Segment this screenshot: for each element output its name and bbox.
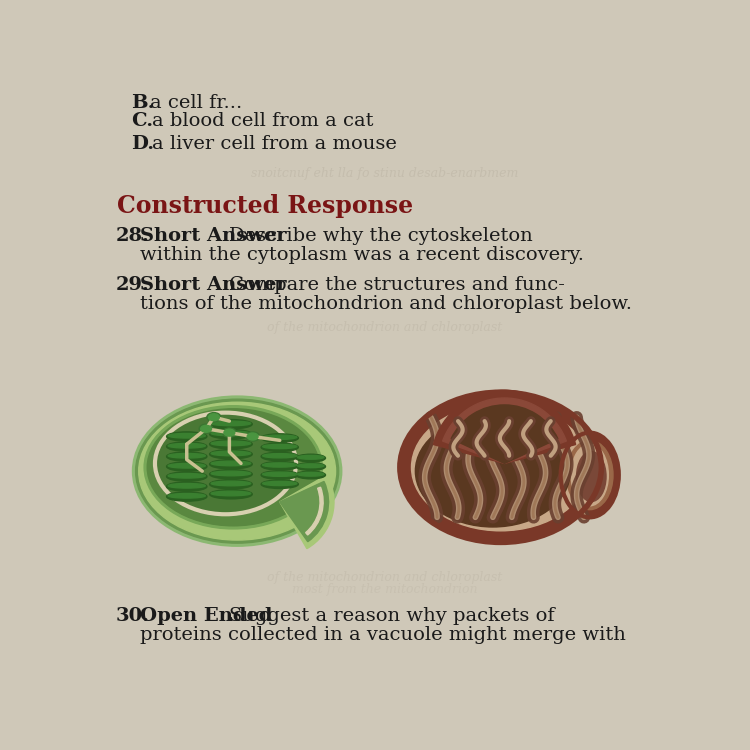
Text: Suggest a reason why packets of: Suggest a reason why packets of [230,608,555,625]
Text: 29.: 29. [116,276,149,294]
Text: tions of the mitochondrion and chloroplast below.: tions of the mitochondrion and chloropla… [140,295,632,313]
Text: Constructed Response: Constructed Response [117,194,413,218]
Ellipse shape [262,482,297,485]
Ellipse shape [412,404,590,531]
Wedge shape [306,488,323,535]
Ellipse shape [261,443,299,452]
Ellipse shape [166,492,207,501]
Ellipse shape [296,454,326,462]
Ellipse shape [166,462,207,471]
Text: a cell fr...: a cell fr... [149,94,242,112]
Ellipse shape [209,470,252,478]
Ellipse shape [166,452,207,461]
Text: Short Answer: Short Answer [140,227,286,245]
Ellipse shape [224,429,235,436]
Ellipse shape [572,444,608,506]
Ellipse shape [166,432,207,441]
Text: Short Answer: Short Answer [140,276,286,294]
Ellipse shape [262,472,297,476]
Ellipse shape [168,473,206,478]
Ellipse shape [298,472,324,476]
Ellipse shape [168,433,206,438]
Ellipse shape [168,454,206,458]
Ellipse shape [261,452,299,460]
Ellipse shape [296,471,326,478]
Ellipse shape [209,460,252,469]
Text: Describe why the cytoskeleton: Describe why the cytoskeleton [230,227,533,245]
Ellipse shape [262,463,297,467]
Ellipse shape [168,494,206,498]
Ellipse shape [168,443,206,448]
Ellipse shape [416,416,570,527]
Ellipse shape [168,464,206,468]
Text: 28.: 28. [116,227,149,245]
Ellipse shape [144,406,322,529]
Text: D.: D. [131,135,154,153]
Ellipse shape [139,402,335,540]
Ellipse shape [211,482,250,486]
Ellipse shape [211,491,250,496]
Text: of the mitochondrion and chloroplast: of the mitochondrion and chloroplast [267,321,502,334]
Ellipse shape [209,449,252,459]
Text: within the cytoplasm was a recent discovery.: within the cytoplasm was a recent discov… [140,245,584,263]
Ellipse shape [211,421,250,426]
Text: most from the mitochondrion: most from the mitochondrion [292,583,477,596]
Ellipse shape [209,430,252,439]
Ellipse shape [168,484,206,488]
Ellipse shape [200,424,213,433]
Ellipse shape [577,452,606,502]
Wedge shape [433,390,575,464]
Ellipse shape [296,463,326,470]
Wedge shape [280,482,328,542]
Ellipse shape [211,431,250,436]
Ellipse shape [154,412,297,515]
Text: C.: C. [131,112,153,130]
Ellipse shape [298,455,324,459]
Ellipse shape [209,440,252,448]
Ellipse shape [246,432,259,441]
Ellipse shape [561,433,619,517]
Ellipse shape [223,428,236,437]
Wedge shape [451,405,558,464]
Text: a liver cell from a mouse: a liver cell from a mouse [152,135,397,153]
Text: Compare the structures and func-: Compare the structures and func- [230,276,566,294]
Text: of the mitochondrion and chloroplast: of the mitochondrion and chloroplast [267,572,502,584]
Ellipse shape [207,413,220,422]
Ellipse shape [133,396,342,546]
Ellipse shape [209,479,252,489]
Ellipse shape [211,471,250,476]
Text: 30.: 30. [116,608,149,625]
Wedge shape [442,398,566,464]
Text: proteins collected in a vacuole might merge with: proteins collected in a vacuole might me… [140,626,626,644]
Ellipse shape [166,482,207,491]
Ellipse shape [262,435,297,439]
Ellipse shape [166,442,207,452]
Ellipse shape [261,471,299,479]
Ellipse shape [261,433,299,442]
Ellipse shape [209,419,252,429]
Ellipse shape [400,392,602,542]
Ellipse shape [211,461,250,466]
Ellipse shape [262,445,297,448]
Ellipse shape [201,425,211,432]
Ellipse shape [261,480,299,488]
Ellipse shape [211,441,250,446]
Wedge shape [280,475,334,549]
Ellipse shape [166,472,207,482]
Text: a blood cell from a cat: a blood cell from a cat [152,112,374,130]
Ellipse shape [209,490,252,499]
Ellipse shape [298,464,324,468]
Ellipse shape [262,454,297,458]
Text: B.: B. [131,94,154,112]
Ellipse shape [248,433,258,440]
Ellipse shape [136,399,339,543]
Text: Open Ended: Open Ended [140,608,273,625]
Ellipse shape [211,452,250,456]
Ellipse shape [147,409,320,526]
Ellipse shape [566,440,613,510]
Text: snoitcnuf eht lla fo stinu desab-enarbmem: snoitcnuf eht lla fo stinu desab-enarbme… [251,167,518,180]
Ellipse shape [261,461,299,470]
Ellipse shape [209,414,219,421]
